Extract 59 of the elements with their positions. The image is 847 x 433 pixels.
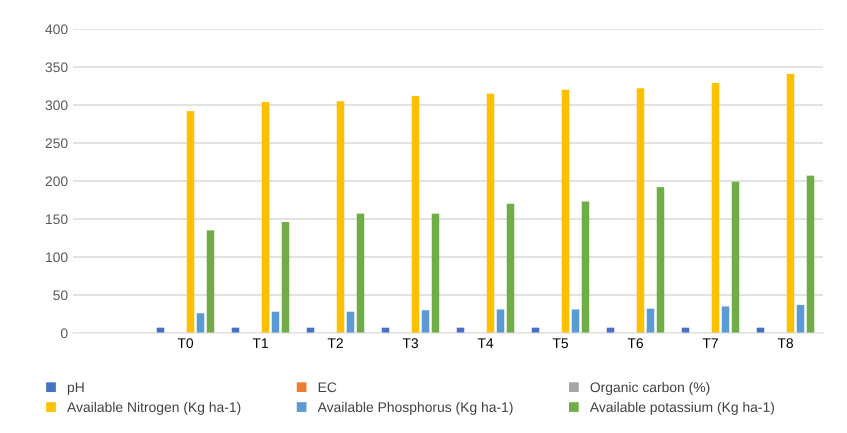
bar (282, 222, 290, 333)
bar (156, 328, 164, 333)
legend-label: pH (68, 382, 84, 395)
bar (356, 214, 364, 333)
bar (232, 328, 240, 333)
x-tick-label: T2 (328, 338, 343, 348)
y-tick-label: 150 (46, 214, 68, 224)
bar (806, 176, 814, 333)
bar (732, 182, 740, 333)
bar (606, 328, 614, 333)
bar (272, 312, 280, 333)
legend-label: Organic carbon (%) (590, 382, 710, 395)
bar (682, 328, 690, 333)
x-tick-label: T8 (778, 338, 793, 348)
bar (572, 309, 580, 333)
y-tick-label: 350 (46, 62, 68, 72)
x-tick-label: T3 (402, 338, 418, 348)
y-tick-label: 50 (53, 290, 68, 300)
x-tick-label: T6 (628, 338, 643, 348)
bar (262, 102, 270, 333)
x-tick-label: T0 (178, 338, 194, 348)
y-tick-label: 200 (46, 176, 68, 186)
bar (636, 88, 644, 333)
y-tick-label: 250 (46, 138, 68, 148)
bar (456, 328, 464, 333)
bar (336, 101, 344, 333)
bar (432, 214, 440, 333)
y-tick-label: 0 (60, 328, 68, 338)
bar (486, 94, 494, 333)
bar (506, 204, 514, 333)
bar (646, 308, 654, 333)
x-tick-label: T5 (552, 338, 568, 348)
bar (346, 312, 354, 333)
bar (382, 328, 390, 333)
bar (422, 310, 430, 333)
y-tick-label: 100 (46, 252, 68, 262)
bar (562, 90, 570, 333)
bar (756, 328, 764, 333)
bar (196, 313, 204, 333)
bar (712, 82, 720, 333)
legend-label: EC (318, 382, 336, 392)
bar (532, 328, 540, 333)
bar (206, 230, 214, 333)
x-tick-label: T7 (702, 338, 718, 348)
legend-label: Available potassium (Kg ha-1) (590, 402, 774, 415)
bar (786, 74, 794, 333)
y-tick-label: 300 (46, 100, 68, 110)
bar (722, 306, 730, 333)
bar (796, 304, 804, 333)
bar (186, 111, 194, 333)
x-tick-label: T1 (252, 338, 268, 348)
legend-label: Available Phosphorus (Kg ha-1) (318, 402, 513, 415)
x-tick-label: T4 (478, 338, 494, 348)
bar (496, 309, 504, 333)
bar (582, 202, 590, 333)
y-tick-label: 400 (45, 24, 68, 34)
legend-label: Available Nitrogen (Kg ha-1) (67, 402, 240, 415)
bar (656, 187, 664, 333)
bar (412, 96, 420, 333)
